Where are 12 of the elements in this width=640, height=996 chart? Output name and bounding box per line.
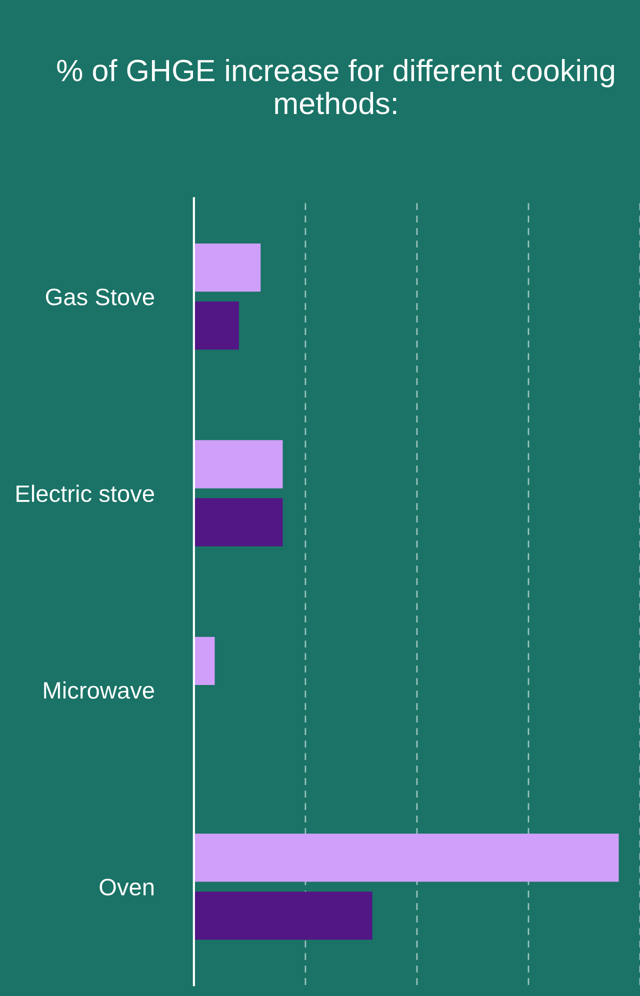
y-tick-label: Electric stove [16,484,154,502]
bar [194,301,239,350]
y-tick-label: Oven [100,878,154,896]
bar [194,243,261,292]
bar [194,834,619,882]
bar [194,498,283,546]
bar [194,440,283,488]
y-tick-label: Microwave [44,681,154,699]
y-tick-label: Gas Stove [46,288,154,306]
chart-title: % of GHGE increase for different cooking methods: [57,58,614,114]
bar [194,892,372,940]
bar [194,636,215,686]
